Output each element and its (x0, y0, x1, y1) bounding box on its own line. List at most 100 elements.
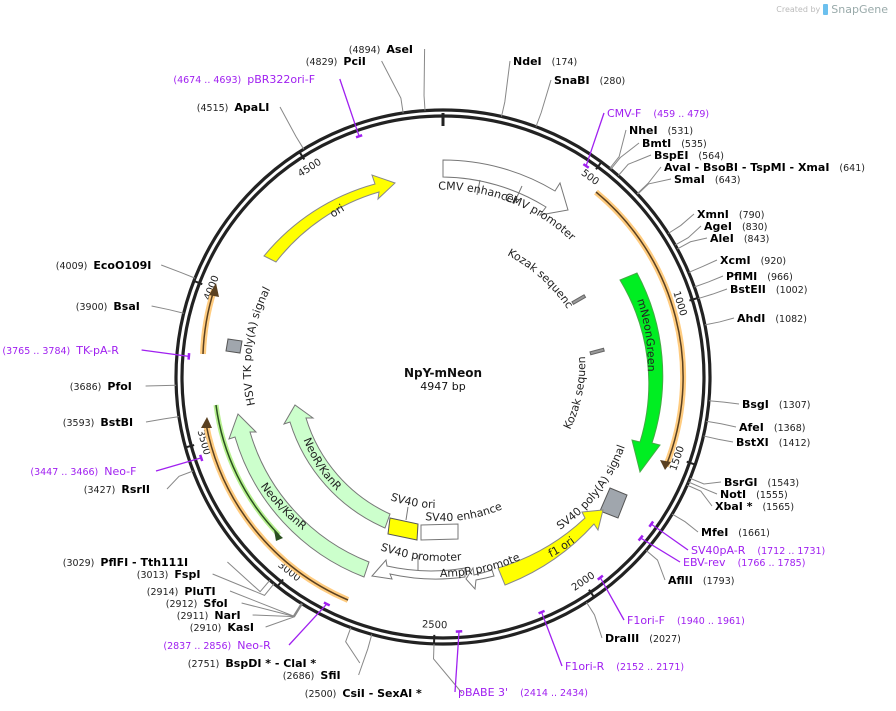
feature-mneongreen[interactable] (619, 272, 664, 474)
enzyme-position: (3013) (137, 570, 169, 581)
enzyme-site[interactable]: (3013) FspI (137, 568, 275, 596)
feature-ori[interactable] (263, 174, 396, 263)
primer-site[interactable]: CMV-F (459 .. 479) (582, 107, 709, 169)
feature-cmv[interactable] (442, 159, 569, 216)
enzyme-site[interactable]: MfeI (1661) (671, 513, 770, 539)
enzyme-name: SmaI (674, 173, 705, 186)
enzyme-name: NheI (629, 124, 658, 137)
enzyme-site[interactable]: (3427) RsrII (84, 470, 194, 496)
svg-text:BspEI(564): BspEI (564) (654, 149, 724, 162)
feature-f1-ori[interactable] (497, 509, 604, 586)
enzyme-name: FspI (174, 568, 200, 581)
enzyme-position: (2686) (283, 671, 315, 682)
enzyme-position: (174) (552, 57, 578, 68)
svg-text:(3686)PfoI: (3686) PfoI (70, 380, 132, 393)
enzyme-site[interactable]: (3686) PfoI (70, 380, 177, 393)
feature-kozak[interactable] (571, 294, 605, 356)
primer-site[interactable]: (3447 .. 3466) Neo-F (30, 454, 204, 478)
primer-site[interactable]: F1ori-F (1940 .. 1961) (596, 574, 745, 627)
primer-site[interactable]: EBV-rev (1766 .. 1785) (637, 534, 806, 569)
enzyme-site[interactable]: AgeI (830) (674, 220, 768, 246)
enzyme-site[interactable]: (4515) ApaLI (197, 101, 305, 150)
svg-text:EBV-rev(1766 .. 1785): EBV-rev (1766 .. 1785) (683, 556, 805, 569)
enzyme-site[interactable]: NdeI (174) (501, 55, 578, 117)
enzyme-site[interactable]: (2912) SfoI (166, 597, 303, 617)
credit-prefix: Created by (776, 5, 821, 14)
enzyme-name: XmnI (697, 208, 729, 221)
feature-ampr-promoter[interactable] (465, 566, 495, 591)
enzyme-site[interactable]: BmtI (535) (610, 137, 707, 170)
enzyme-position: (1082) (775, 314, 807, 325)
enzyme-name: AvaI - BsoBI - TspMI - XmaI (664, 161, 829, 174)
primer-site[interactable]: F1ori-R (2152 .. 2171) (538, 609, 685, 673)
enzyme-site[interactable]: BspEI (564) (617, 149, 724, 176)
enzyme-name: SnaBI (554, 74, 590, 87)
enzyme-site[interactable]: (2914) PluTI (147, 585, 302, 617)
enzyme-position: (966) (767, 272, 793, 283)
feature-neo-1[interactable] (282, 404, 391, 529)
enzyme-site[interactable]: NotI (1555) (688, 481, 788, 501)
feature-neo-2[interactable] (228, 413, 370, 578)
enzyme-name: PflFI - Tth111I (100, 556, 188, 569)
enzyme-position: (4829) (306, 57, 338, 68)
enzyme-name: XcmI (720, 254, 751, 267)
primer-position: (4674 .. 4693) (173, 75, 241, 86)
enzyme-position: (3900) (76, 302, 108, 313)
primer-position: (2414 .. 2434) (520, 688, 588, 699)
feature-sv40-ori[interactable] (387, 506, 419, 541)
enzyme-site[interactable]: XcmI (920) (688, 254, 786, 273)
enzyme-site[interactable]: (3029) PflFI - Tth111I (63, 556, 271, 593)
enzyme-site[interactable]: BstXI (1412) (703, 435, 810, 449)
enzyme-site[interactable]: SmaI (643) (637, 173, 741, 195)
enzyme-site[interactable]: (2751) BspDI * - ClaI * (188, 627, 361, 670)
plasmid-length: 4947 bp (420, 380, 465, 393)
enzyme-site[interactable]: DraIII (2027) (586, 601, 681, 645)
enzyme-site[interactable]: (3593) BstBI (63, 416, 180, 429)
enzyme-site[interactable]: (4894) AseI (349, 43, 426, 111)
enzyme-site[interactable]: (2500) CsiI - SexAI * (305, 643, 463, 700)
enzyme-site[interactable]: AhdI (1082) (704, 312, 807, 326)
feature-sv40-polya[interactable] (599, 487, 628, 519)
primer-name: SV40pA-R (691, 544, 746, 557)
label-kozak-2: Kozak sequence (0, 0, 588, 431)
label-sv40-promoter: SV40 promoter (379, 541, 463, 565)
svg-text:(2686)SfiI: (2686) SfiI (283, 669, 341, 682)
enzyme-site[interactable]: AflII (1793) (645, 549, 734, 587)
enzyme-site[interactable]: (4829) PciI (306, 55, 404, 114)
orf-arcs (200, 189, 687, 603)
feature-sv40-enhancer[interactable] (420, 523, 459, 541)
enzyme-site[interactable]: NheI (531) (609, 124, 693, 169)
svg-text:(4674 .. 4693)pBR322ori-F: (4674 .. 4693) pBR322ori-F (173, 73, 315, 86)
svg-text:(3029)PflFI - Tth111I: (3029) PflFI - Tth111I (63, 556, 188, 569)
primer-position: (2152 .. 2171) (616, 662, 684, 673)
primer-site[interactable]: SV40pA-R (1712 .. 1731) (648, 520, 825, 557)
enzyme-name: NarI (214, 609, 240, 622)
enzyme-site[interactable]: PflMI (966) (694, 270, 793, 288)
enzyme-position: (3029) (63, 558, 95, 569)
svg-text:(4009)EcoO109I: (4009) EcoO109I (56, 259, 152, 272)
svg-text:(2911)NarI: (2911) NarI (177, 609, 241, 622)
enzyme-name: RsrII (121, 483, 150, 496)
primer-site[interactable]: pBABE 3' (2414 .. 2434) (454, 630, 588, 699)
enzyme-site[interactable]: XmnI (790) (667, 208, 764, 234)
primer-site[interactable]: (2837 .. 2856) Neo-R (163, 601, 331, 652)
primer-site[interactable]: (4674 .. 4693) pBR322ori-F (173, 73, 363, 139)
enzyme-site[interactable]: SnaBI (280) (535, 74, 625, 127)
enzyme-site[interactable]: BsrGI (1543) (689, 476, 799, 489)
primer-name: F1ori-F (627, 614, 665, 627)
enzyme-site[interactable]: BsgI (1307) (708, 398, 811, 411)
enzyme-site[interactable]: (3900) BsaI (76, 300, 184, 314)
enzyme-site[interactable]: XbaI * (1565) (686, 484, 794, 513)
enzyme-site[interactable]: (4009) EcoO109I (56, 259, 196, 279)
enzyme-position: (4894) (349, 45, 381, 56)
enzyme-site[interactable]: AfeI (1368) (706, 420, 805, 434)
enzyme-site[interactable]: AvaI - BsoBI - TspMI - XmaI (641) (636, 161, 865, 195)
feature-hsv-tk-polya[interactable] (225, 338, 243, 354)
enzyme-position: (2751) (188, 659, 220, 670)
enzyme-site[interactable]: BstEII (1002) (698, 283, 807, 300)
primer-site[interactable]: (3765 .. 3784) TK-pA-R (2, 344, 191, 360)
enzyme-site[interactable]: AleI (843) (677, 232, 769, 250)
enzyme-site[interactable]: (2686) SfiI (283, 634, 373, 682)
enzyme-position: (1555) (756, 490, 788, 501)
feature-sv40-promoter[interactable] (371, 555, 466, 580)
